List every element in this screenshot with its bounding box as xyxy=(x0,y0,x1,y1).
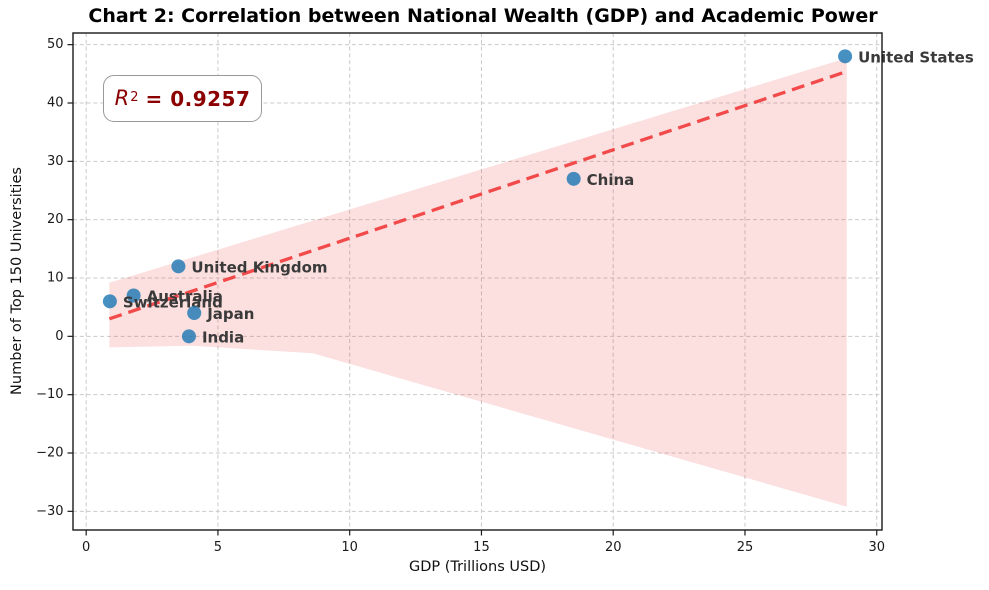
y-tick-label: 20 xyxy=(47,212,64,227)
x-tick-label: 5 xyxy=(214,540,222,555)
y-tick-label: 0 xyxy=(55,329,63,344)
point-label-india: India xyxy=(202,328,244,346)
r-squared-symbol: R xyxy=(114,86,130,110)
data-point-china xyxy=(566,171,581,186)
point-label-switzerland: Switzerland xyxy=(123,293,223,311)
plot-border xyxy=(72,32,883,531)
data-point-india xyxy=(181,329,196,344)
y-tick-label: −20 xyxy=(36,446,63,461)
point-label-china: China xyxy=(587,171,635,189)
y-tick-label: 40 xyxy=(47,96,64,111)
data-point-united-kingdom xyxy=(171,259,186,274)
trend-line xyxy=(108,69,848,321)
y-tick-label: 50 xyxy=(47,37,64,52)
data-point-japan xyxy=(187,306,202,320)
data-point-australia xyxy=(126,288,141,303)
chart-title: Chart 2: Correlation between National We… xyxy=(88,5,878,27)
point-label-united-states: United States xyxy=(858,48,974,66)
y-tick-label: 10 xyxy=(47,271,64,286)
r-squared-value: = 0.9257 xyxy=(145,86,251,111)
y-tick-label: 30 xyxy=(47,154,64,169)
x-tick-label: 20 xyxy=(605,540,622,555)
point-label-japan: Japan xyxy=(206,305,254,323)
point-label-united-kingdom: United Kingdom xyxy=(191,258,327,276)
r-squared-exponent: 2 xyxy=(130,90,139,105)
x-tick-label: 30 xyxy=(868,540,885,555)
x-tick-label: 10 xyxy=(341,540,358,555)
confidence-band xyxy=(109,58,847,507)
y-tick-label: −10 xyxy=(36,387,63,402)
point-label-australia: Australia xyxy=(147,288,223,306)
data-point-switzerland xyxy=(102,294,117,309)
x-axis-label: GDP (Trillions USD) xyxy=(408,559,547,575)
data-point-united-states xyxy=(838,49,853,64)
r-squared-annotation: R 2 = 0.9257 xyxy=(103,75,262,122)
x-tick-label: 0 xyxy=(82,540,90,555)
y-tick-label: −30 xyxy=(36,504,63,519)
x-tick-label: 15 xyxy=(473,540,490,555)
x-tick-label: 25 xyxy=(737,540,754,555)
